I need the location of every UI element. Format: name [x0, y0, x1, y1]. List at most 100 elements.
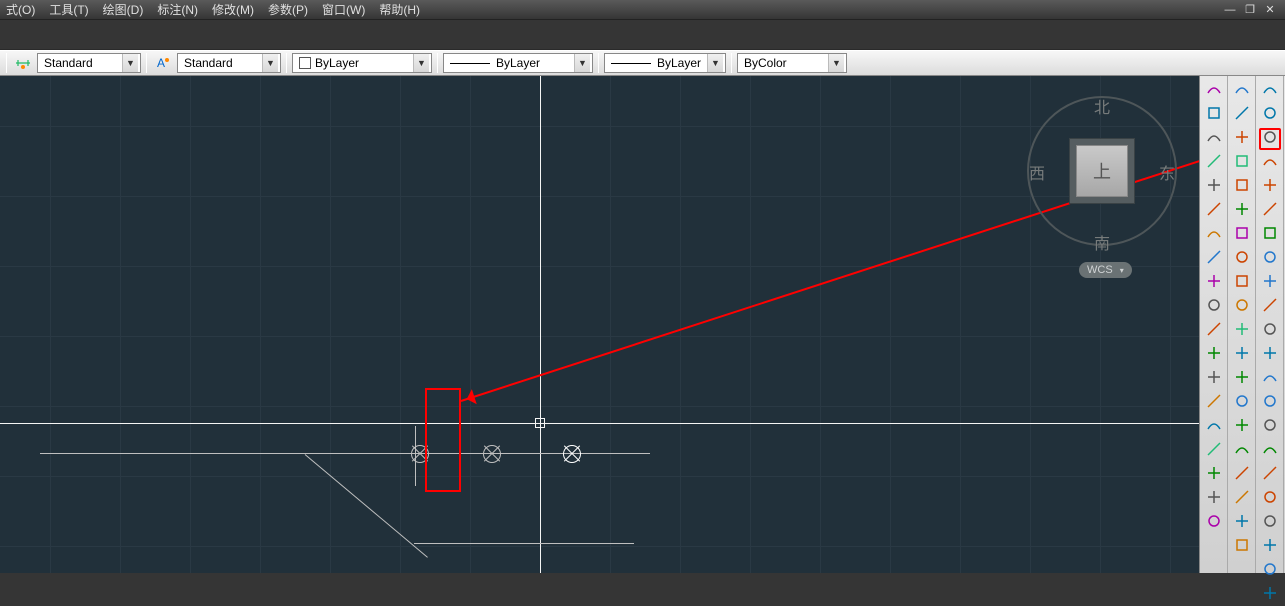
scale-tool-tool-button[interactable] [1259, 344, 1281, 366]
explode-tool-button[interactable] [1259, 392, 1281, 414]
dimstyle-dropdown[interactable]: Standard ▼ [37, 53, 141, 73]
menu-help[interactable]: 帮助(H) [379, 1, 420, 18]
menu-window[interactable]: 窗口(W) [322, 1, 365, 18]
chamfer-tool-button[interactable] [1259, 296, 1281, 318]
circle-x-symbol[interactable] [483, 445, 501, 463]
mirror-tool-button[interactable] [1259, 128, 1281, 150]
box-tool-button[interactable] [1203, 416, 1225, 438]
drawing-line[interactable] [40, 453, 650, 454]
dim-angular-tool-button[interactable] [1203, 344, 1225, 366]
polyline-tool-button[interactable] [1203, 152, 1225, 174]
divide-tool-button[interactable] [1259, 368, 1281, 390]
dimstyle-icon[interactable] [12, 53, 34, 73]
menu-format[interactable]: 式(O) [6, 1, 35, 18]
linetype-dropdown[interactable]: ByLayer ▼ [443, 53, 593, 73]
array-tool-button[interactable] [1259, 272, 1281, 294]
line-edit-tool-button[interactable] [1259, 80, 1281, 102]
dashed-tool-button[interactable] [1231, 392, 1253, 414]
drawing-line[interactable] [414, 543, 634, 544]
pattern-tool-button[interactable] [1231, 320, 1253, 342]
menu-draw[interactable]: 绘图(D) [103, 1, 144, 18]
dim-radius-tool-button[interactable] [1203, 368, 1225, 390]
viewcube-west[interactable]: 西 [1029, 160, 1045, 184]
circle-3p-tool-button[interactable] [1231, 128, 1253, 150]
chevron-down-icon[interactable]: ▼ [707, 54, 723, 72]
chevron-down-icon[interactable]: ▼ [574, 54, 590, 72]
target-icon [1262, 249, 1278, 270]
stretch-tool-button[interactable] [1259, 224, 1281, 246]
hatch-tool-button[interactable] [1203, 440, 1225, 462]
track-tool-button[interactable] [1259, 536, 1281, 558]
extend-tool-button[interactable] [1259, 176, 1281, 198]
axis-tool-button[interactable] [1259, 560, 1281, 582]
palette-tool-button[interactable] [1259, 584, 1281, 606]
line-tool-button[interactable] [1203, 80, 1225, 102]
viewcube-top-face[interactable]: 上 [1076, 145, 1128, 197]
dim-baseline-tool-button[interactable] [1231, 248, 1253, 270]
chart-icon [1234, 489, 1250, 510]
tag-tool-button[interactable] [1231, 272, 1253, 294]
plane-tool-button[interactable] [1203, 272, 1225, 294]
view-tool-button[interactable] [1231, 416, 1253, 438]
lineweight-dropdown[interactable]: ByLayer ▼ [292, 53, 432, 73]
arc-tool-button[interactable] [1203, 200, 1225, 222]
drawing-canvas[interactable]: 北 南 东 西 上 WCS ▾ [0, 76, 1199, 573]
menu-modify[interactable]: 修改(M) [212, 1, 254, 18]
circle-x-symbol[interactable] [563, 445, 581, 463]
restore-button[interactable]: ❐ [1241, 3, 1259, 17]
color-dropdown[interactable]: ByColor ▼ [737, 53, 847, 73]
dim-linear-tool-button[interactable] [1203, 320, 1225, 342]
section-tool-button[interactable] [1231, 368, 1253, 390]
chevron-down-icon[interactable]: ▼ [262, 54, 278, 72]
chart-tool-button[interactable] [1231, 488, 1253, 510]
close-button[interactable]: ✕ [1261, 3, 1279, 17]
offset-tool-button[interactable] [1259, 104, 1281, 126]
ellipse-tool-button[interactable] [1203, 224, 1225, 246]
rectangle-tool-button[interactable] [1203, 176, 1225, 198]
trim-tool-button[interactable] [1259, 152, 1281, 174]
zoom-out-tool-button[interactable] [1203, 512, 1225, 534]
filter-tool-button[interactable] [1231, 152, 1253, 174]
menu-param[interactable]: 参数(P) [268, 1, 308, 18]
textstyle-dropdown[interactable]: Standard ▼ [177, 53, 281, 73]
join-tool-button[interactable] [1259, 488, 1281, 510]
move-tool-button[interactable] [1231, 80, 1253, 102]
grid-tool-button[interactable] [1231, 296, 1253, 318]
curve-tool-button[interactable] [1203, 128, 1225, 150]
dim-continue-tool-button[interactable] [1231, 224, 1253, 246]
copy-tool-button[interactable] [1231, 200, 1253, 222]
isometric-tool-button[interactable] [1231, 440, 1253, 462]
textstyle-icon[interactable]: A [152, 53, 174, 73]
menu-dim[interactable]: 标注(N) [157, 1, 198, 18]
table-tool-button[interactable] [1203, 392, 1225, 414]
target-tool-button[interactable] [1259, 248, 1281, 270]
zoom-in-tool-button[interactable] [1203, 488, 1225, 510]
hatch2-tool-button[interactable] [1259, 464, 1281, 486]
swap-tool-button[interactable] [1231, 512, 1253, 534]
chevron-down-icon[interactable]: ▼ [413, 54, 429, 72]
viewcube-north[interactable]: 北 [1094, 94, 1110, 118]
wcs-dropdown[interactable]: WCS ▾ [1079, 262, 1132, 278]
viewcube-south[interactable]: 南 [1094, 230, 1110, 254]
keyboard-tool-button[interactable] [1259, 512, 1281, 534]
viewcube[interactable]: 北 南 东 西 上 WCS ▾ [1027, 96, 1177, 286]
fillet-tool-button[interactable] [1259, 200, 1281, 222]
linetype2-dropdown[interactable]: ByLayer ▼ [604, 53, 726, 73]
viewcube-east[interactable]: 东 [1159, 160, 1175, 184]
break-tool-button[interactable] [1259, 320, 1281, 342]
menu-tools[interactable]: 工具(T) [49, 1, 88, 18]
minimize-button[interactable]: — [1221, 3, 1239, 17]
chevron-down-icon[interactable]: ▼ [828, 54, 844, 72]
arc-tool-tool-button[interactable] [1203, 104, 1225, 126]
color-tool-button[interactable] [1231, 344, 1253, 366]
group-tool-button[interactable] [1259, 416, 1281, 438]
rotate-tool-button[interactable] [1231, 104, 1253, 126]
crop-tool-tool-button[interactable] [1259, 440, 1281, 462]
cell-tool-button[interactable] [1231, 176, 1253, 198]
chevron-down-icon[interactable]: ▼ [122, 54, 138, 72]
revolve-tool-button[interactable] [1203, 296, 1225, 318]
text-tool-button[interactable] [1203, 464, 1225, 486]
scale-tool-button[interactable] [1231, 464, 1253, 486]
measure-tool-button[interactable] [1231, 536, 1253, 558]
wave-tool-button[interactable] [1203, 248, 1225, 270]
